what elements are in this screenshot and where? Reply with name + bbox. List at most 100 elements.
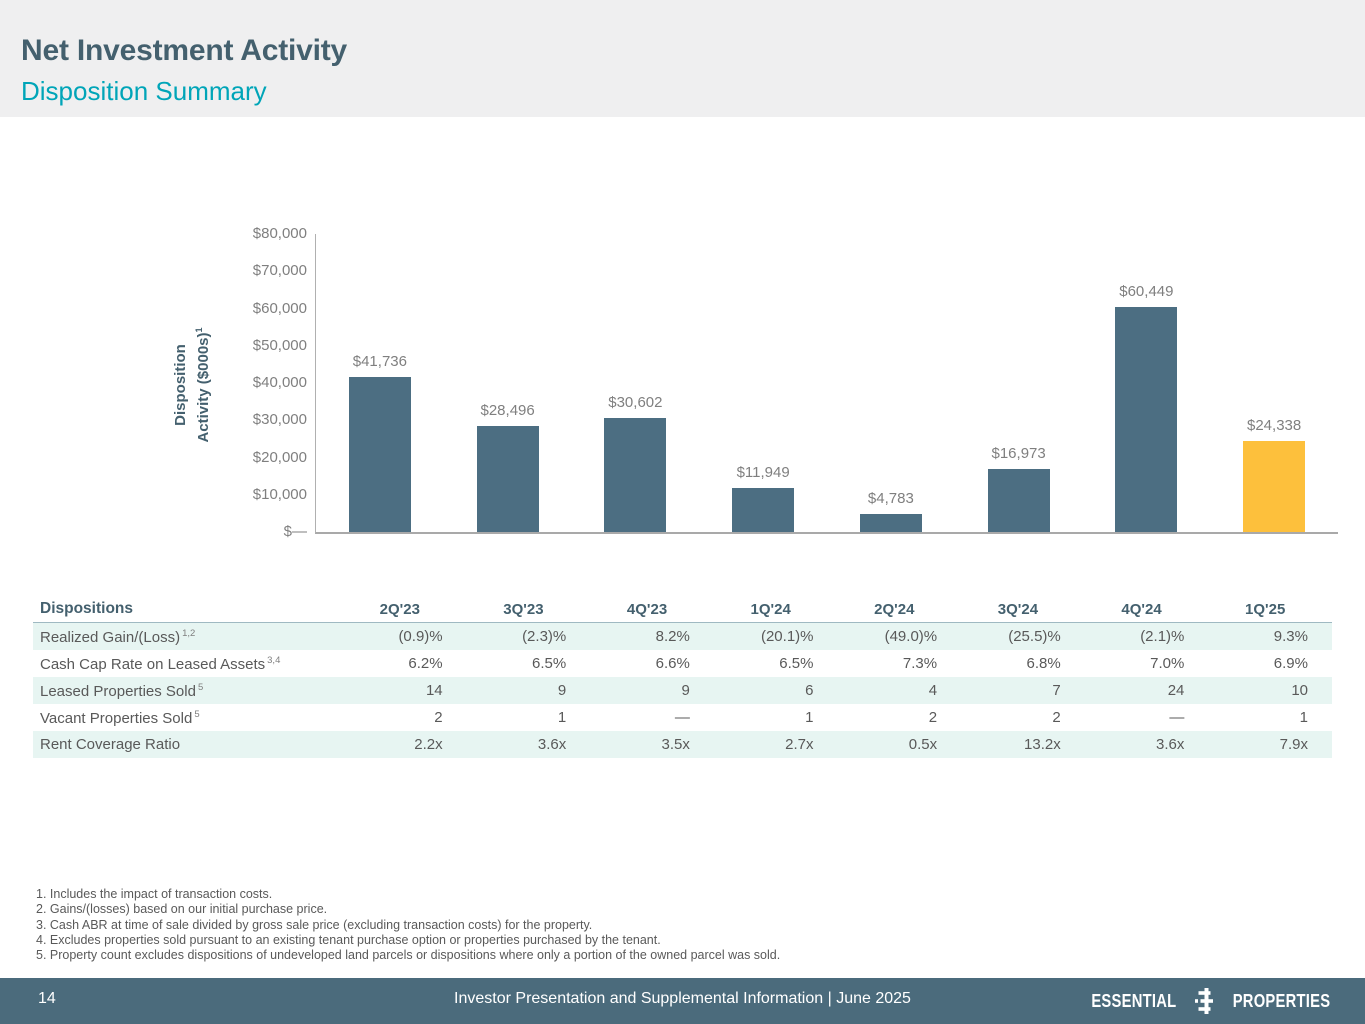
bar-group-1Q'25: $24,338: [1210, 234, 1338, 532]
header-band: Net Investment Activity Disposition Summ…: [0, 0, 1365, 117]
table-body: Realized Gain/(Loss) 1,2 (0.9)% (2.3)% 8.2% (…: [33, 623, 1332, 758]
footnote: 2. Gains/(losses) based on our initial p…: [36, 902, 328, 917]
table-cell: 7.9x: [1279, 736, 1308, 753]
table-cell: —: [1169, 709, 1185, 726]
table-cell: 24: [1167, 682, 1185, 699]
bar-value-label: $24,338: [1247, 417, 1302, 435]
table-cell: 8.2%: [655, 628, 690, 645]
footnote-ref: 5: [197, 681, 204, 693]
column-header: 4Q'23: [626, 600, 668, 618]
y-tick-label: $30,000: [252, 411, 307, 429]
table-cell: 7.3%: [902, 655, 938, 672]
table-row: Realized Gain/(Loss) 1,2 (0.9)% (2.3)% 8.2% (…: [33, 623, 1332, 650]
table-cell: 4: [928, 682, 938, 699]
footnote: 4. Excludes properties sold pursuant to …: [36, 932, 661, 947]
y-tick-label: $60,000: [252, 299, 307, 317]
table-cell: 6.8%: [1026, 655, 1061, 672]
table-cell: 3.6x: [1156, 736, 1185, 753]
essential-properties-logo-icon: [1194, 988, 1213, 1014]
table-cell: 10: [1291, 682, 1308, 699]
column-header: 3Q'24: [997, 600, 1039, 618]
table-cell: 6.5%: [779, 655, 814, 672]
logo-text-essential: ESSENTIAL: [1091, 990, 1177, 1011]
table-cell: 2.7x: [785, 736, 814, 753]
bar-group-2Q'23: $41,736: [316, 234, 444, 532]
bar-value-label: $11,949: [736, 463, 790, 481]
table-cell: 13.2x: [1024, 736, 1061, 753]
table-cell: (25.5)%: [1008, 628, 1061, 645]
footnote-ref: 3,4: [267, 654, 281, 666]
row-label: Rent Coverage Ratio: [40, 736, 181, 753]
footnote-ref: 5: [194, 708, 200, 720]
bar-group-1Q'24: $11,949: [699, 234, 827, 532]
bar: [1115, 306, 1178, 532]
bar: [604, 418, 667, 532]
table-row: Vacant Properties Sold 5 2 1 — 1 2 2 — 1: [33, 704, 1332, 731]
table-cell: (2.1)%: [1140, 628, 1185, 645]
table-cell: 2: [1052, 709, 1061, 726]
y-tick-label: $70,000: [252, 262, 307, 280]
row-label: Vacant Properties Sold 5: [40, 708, 200, 727]
table-cell: 2: [928, 709, 938, 726]
table-cell: 6.6%: [655, 655, 690, 672]
table-cell: 9: [681, 682, 690, 699]
bar-value-label: $60,449: [1119, 282, 1174, 300]
table-cell: 7.0%: [1150, 655, 1185, 672]
page-title: Net Investment Activity: [21, 34, 348, 67]
y-axis-ticks: $80,000 $70,000 $60,000 $50,000 $40,000 $30,0…: [180, 225, 307, 540]
row-label: Cash Cap Rate on Leased Assets 3,4: [40, 654, 281, 673]
table-cell: 9: [557, 682, 567, 699]
company-logo: ESSENTIAL PROPERTIES: [1082, 988, 1341, 1014]
table-cell: 7: [1052, 682, 1061, 699]
footnote-ref: 1,2: [182, 627, 196, 639]
table-cell: 1: [557, 709, 567, 726]
bar-group-2Q'24: $4,783: [827, 234, 955, 532]
table-title-cell: Dispositions: [40, 600, 134, 617]
bar-group-3Q'23: $28,496: [444, 234, 572, 532]
bar: [348, 376, 411, 532]
footnotes: 1. Includes the impact of transaction co…: [36, 887, 780, 963]
bar-value-label: $28,496: [480, 401, 535, 419]
table-cell: (49.0)%: [884, 628, 938, 645]
table-row: Rent Coverage Ratio 2.2x 3.6x 3.5x 2.7x 0.5x 1…: [33, 731, 1332, 758]
table-cell: 0.5x: [908, 736, 938, 753]
bar: [732, 487, 795, 532]
bar-value-label: $30,602: [608, 394, 663, 412]
bar: [859, 514, 922, 532]
table-cell: 3.5x: [661, 736, 690, 753]
table-cell: 1: [805, 709, 814, 726]
column-header: 3Q'23: [503, 600, 544, 618]
column-header: 1Q'24: [750, 600, 791, 618]
bar-group-4Q'24: $60,449: [1083, 234, 1211, 532]
table-row: Cash Cap Rate on Leased Assets 3,4 6.2% 6.5…: [33, 650, 1332, 677]
table-cell: 9.3%: [1273, 628, 1308, 645]
table-cell: 14: [425, 682, 443, 699]
table-cell: 1: [1299, 709, 1308, 726]
column-header: 1Q'25: [1245, 600, 1286, 618]
y-tick-label: $20,000: [252, 448, 307, 466]
bar: [987, 468, 1050, 532]
bar: [1243, 441, 1306, 532]
row-label: Realized Gain/(Loss) 1,2: [40, 627, 196, 646]
column-header: 4Q'24: [1121, 600, 1162, 618]
y-tick-label: $80,000: [252, 225, 307, 242]
bar-group-3Q'24: $16,973: [955, 234, 1083, 532]
table-cell: (20.1)%: [760, 628, 814, 645]
column-header: 2Q'24: [874, 600, 915, 618]
table-cell: 6.2%: [408, 655, 443, 672]
logo-text-properties: PROPERTIES: [1232, 990, 1331, 1011]
y-tick-label: $—: [283, 523, 307, 540]
bar-group-4Q'23: $30,602: [572, 234, 700, 532]
bar-value-label: $4,783: [867, 490, 914, 508]
table-row: Leased Properties Sold 5 14 9 9 6 4 7 24 10: [33, 677, 1332, 704]
y-tick-label: $40,000: [252, 374, 307, 391]
footnote: 5. Property count excludes dispositions …: [36, 948, 781, 963]
footer-bar: 14 Investor Presentation and Supplementa…: [0, 978, 1365, 1024]
dispositions-table: Dispositions 2Q'23 3Q'23 4Q'23 1Q'24 2Q'24 3Q…: [33, 596, 1332, 758]
y-tick-label: $50,000: [252, 336, 307, 354]
page-subtitle: Disposition Summary: [21, 76, 267, 106]
bar: [476, 425, 539, 532]
table-cell: 3.6x: [537, 736, 567, 753]
y-tick-label: $10,000: [252, 485, 307, 503]
